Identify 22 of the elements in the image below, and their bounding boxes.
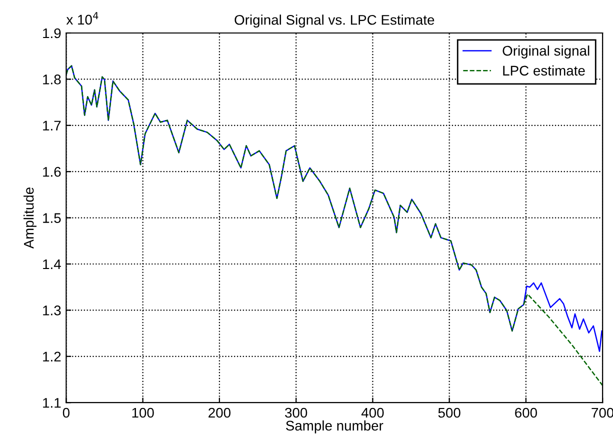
y-tick-label: 1.7 <box>43 120 61 130</box>
y-tick-label: 1.1 <box>43 398 61 408</box>
y-tick-label: 1.5 <box>43 213 61 223</box>
legend-label: Original signal <box>502 46 590 58</box>
x-tick-label: 300 <box>285 408 308 418</box>
x-tick-label: 100 <box>132 408 154 418</box>
y-tick-label: 1.4 <box>43 259 61 270</box>
y-tick-label: 1.8 <box>43 74 61 84</box>
x-tick-label: 400 <box>361 408 384 418</box>
y-tick-label: 1.9 <box>43 28 61 38</box>
y-axis-title: Amplitude <box>24 188 36 249</box>
y-tick-label: 1.3 <box>43 306 61 316</box>
y-tick-label: 1.6 <box>43 166 61 177</box>
chart-title: Original Signal vs. LPC Estimate <box>234 14 434 28</box>
x-axis-title: Sample number <box>286 420 384 434</box>
legend-label: LPC estimate <box>503 65 585 76</box>
y-tick-label: 1.2 <box>43 352 61 362</box>
x-tick-label: 0 <box>62 408 70 418</box>
x-tick-label: 500 <box>438 408 460 418</box>
text: x 10$^{4}$ <box>66 12 98 25</box>
x-tick-label: 600 <box>515 408 537 418</box>
x-tick-label: 200 <box>208 408 230 418</box>
